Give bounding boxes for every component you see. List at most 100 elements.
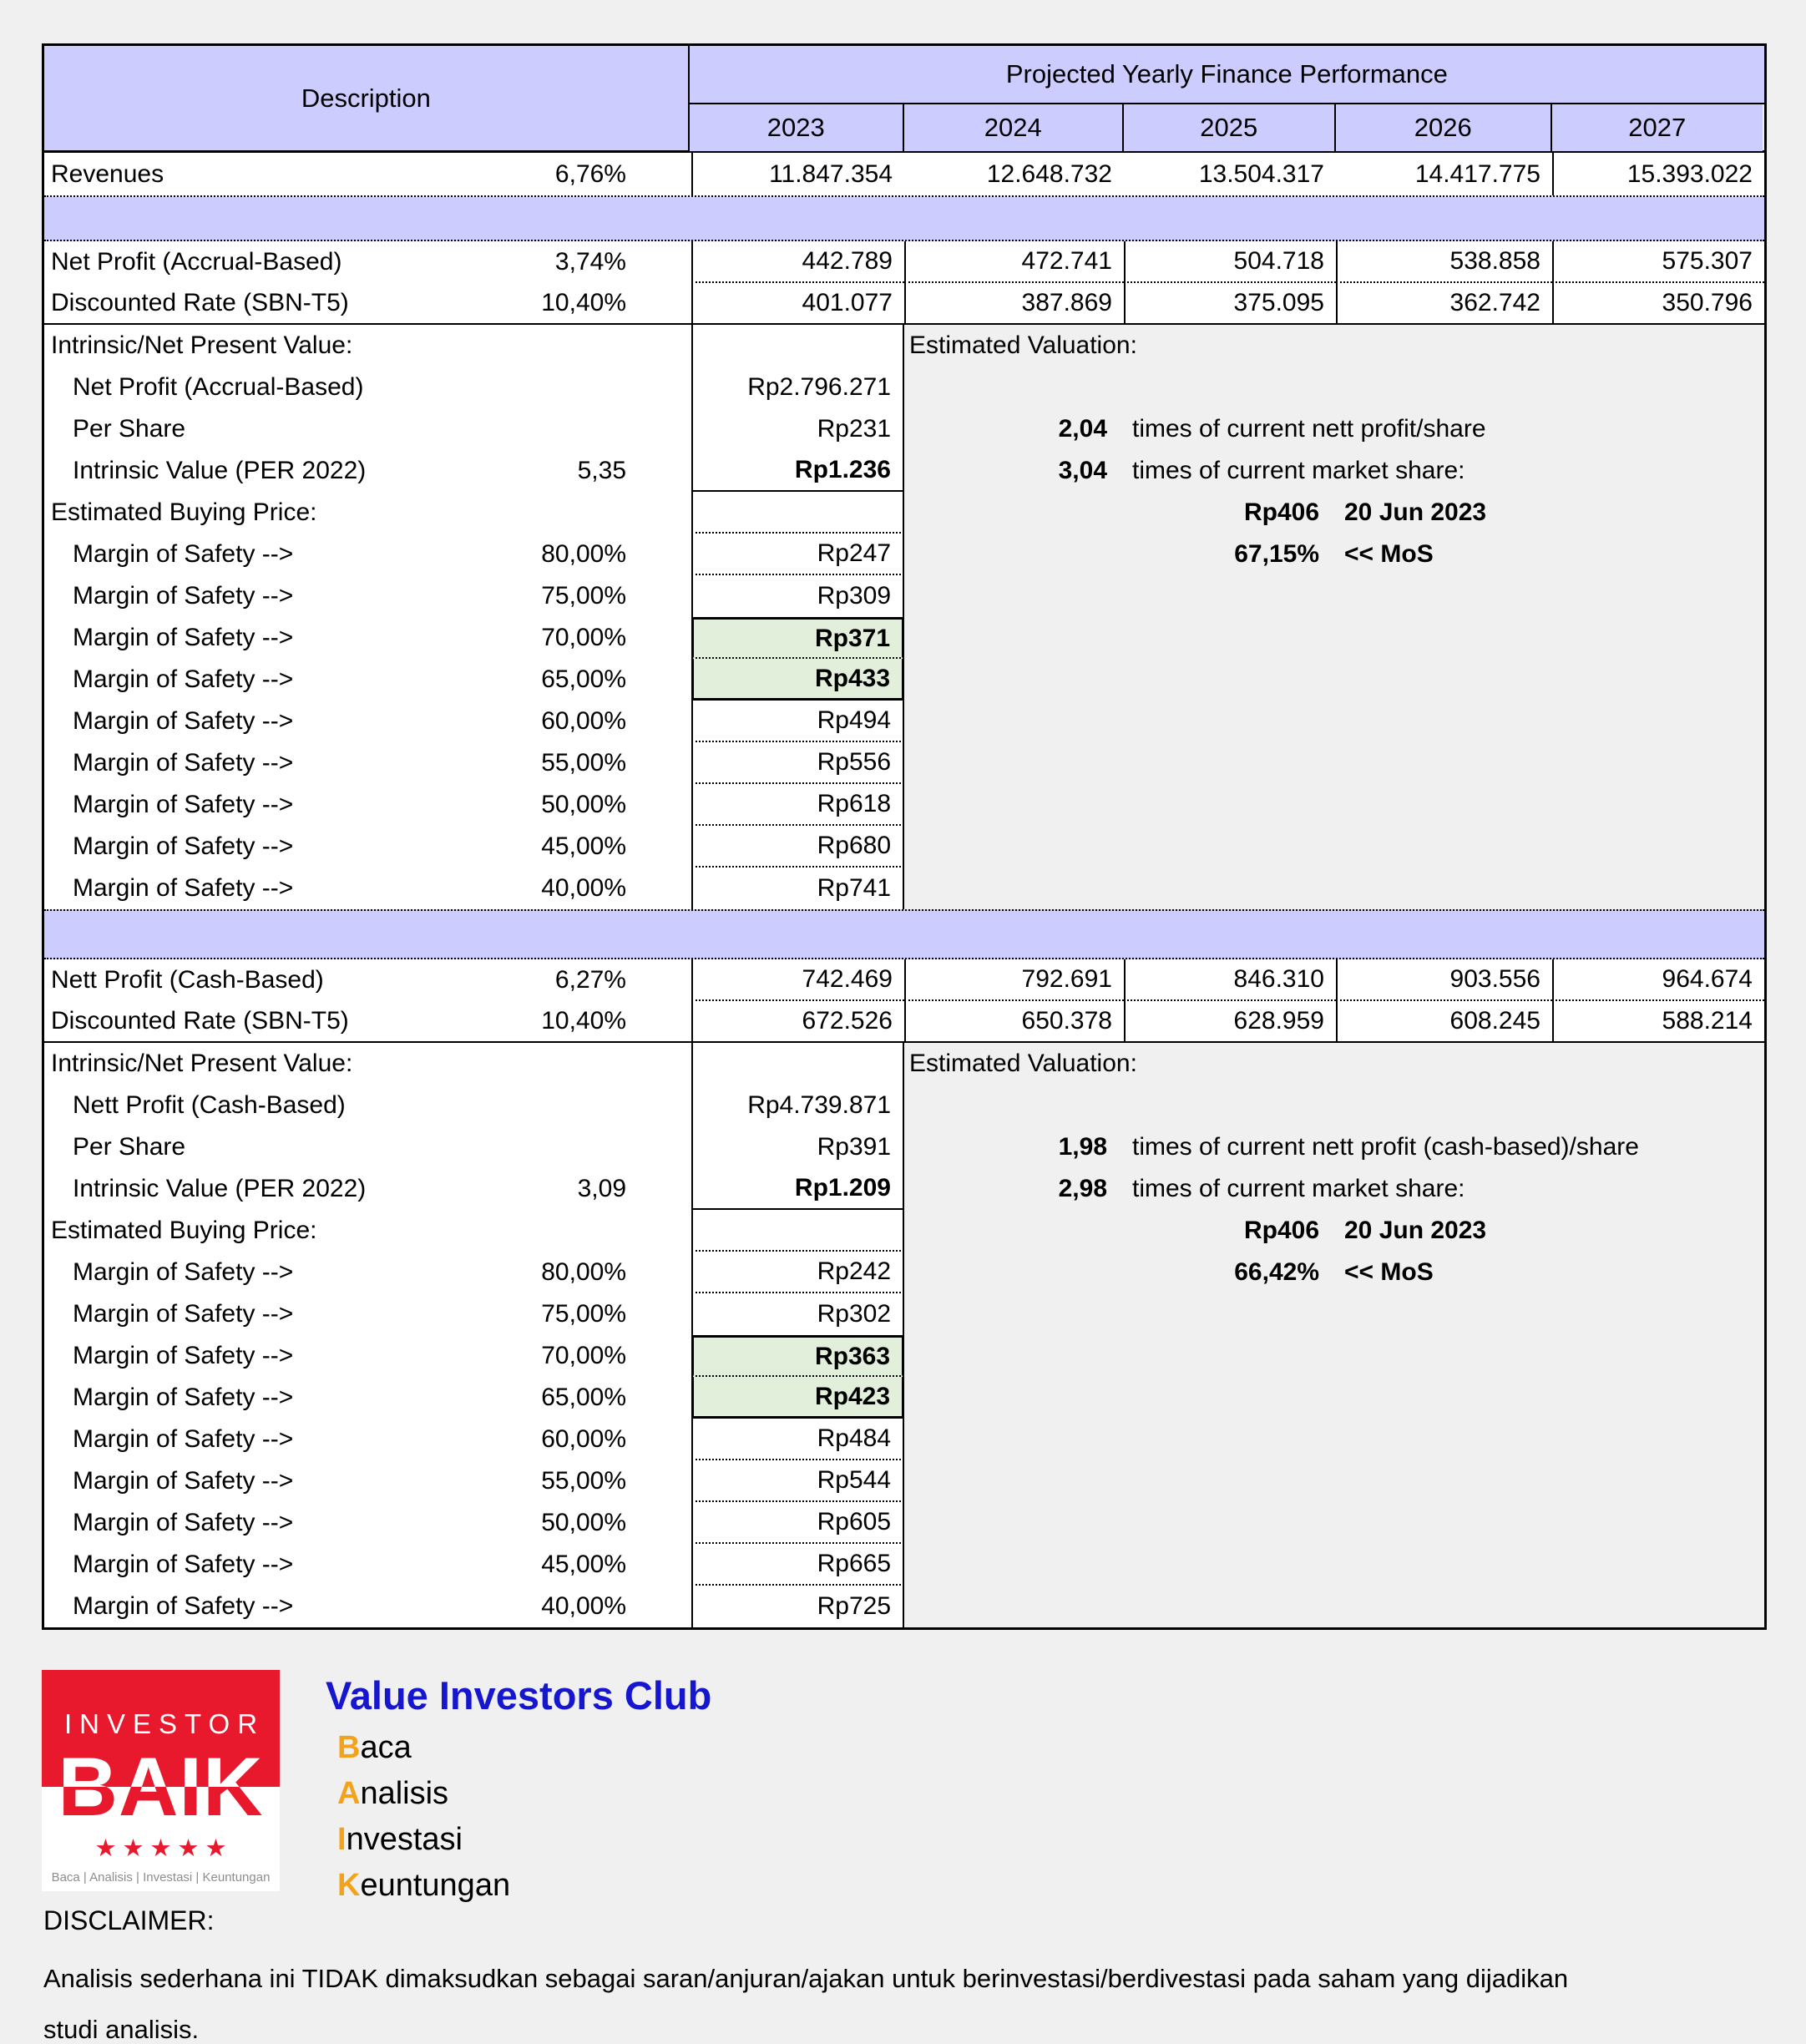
mos-value-highlighted: Rp423 <box>691 1377 904 1419</box>
npv-row: Nett Profit (Cash-Based) Rp4.739.871 <box>44 1085 1764 1126</box>
acronym-line: Keuntungan <box>326 1869 711 1902</box>
mos-pct: 65,00% <box>470 659 691 701</box>
mos-value-highlighted: Rp371 <box>691 617 904 659</box>
acronym-rest: aca <box>360 1730 412 1765</box>
discounted-2024: 650.378 <box>904 1001 1124 1041</box>
net-profit-2026: 538.858 <box>1336 241 1552 283</box>
mos-row: Margin of Safety --> 55,00% Rp544 <box>44 1460 1764 1502</box>
discounted-label: Discounted Rate (SBN-T5) <box>44 283 470 323</box>
per-share-label: Per Share <box>44 1126 470 1168</box>
net-profit-2024: 792.691 <box>904 959 1124 1001</box>
mos-label: Margin of Safety --> <box>44 1544 470 1586</box>
mos-row: Margin of Safety --> 45,00% Rp665 <box>44 1544 1764 1586</box>
mos-pct: 70,00% <box>470 617 691 659</box>
mos-row: Margin of Safety --> 55,00% Rp556 <box>44 742 1764 784</box>
finance-table: Description Projected Yearly Finance Per… <box>42 43 1767 1630</box>
net-profit-label: Nett Profit (Cash-Based) <box>44 959 470 1001</box>
disclaimer: DISCLAIMER: Analisis sederhana ini TIDAK… <box>43 1905 1630 2044</box>
per-share-value: Rp391 <box>691 1126 904 1168</box>
mos-label: Margin of Safety --> <box>44 617 470 659</box>
mos-pct: 45,00% <box>470 826 691 868</box>
mos-value: Rp247 <box>691 534 904 575</box>
description-header: Description <box>44 46 690 150</box>
npv-value: Rp4.739.871 <box>691 1085 904 1126</box>
mos-label: Margin of Safety --> <box>44 1460 470 1502</box>
per-share-row: Per Share Rp391 1,98 times of current ne… <box>44 1126 1764 1168</box>
discounted-2027: 588.214 <box>1552 1001 1764 1041</box>
npv-label: Net Profit (Accrual-Based) <box>44 367 470 408</box>
revenues-2023: 11.847.354 <box>691 153 904 195</box>
table-header: Description Projected Yearly Finance Per… <box>44 46 1764 153</box>
mos-result-pct: 66,42% <box>1234 1258 1319 1286</box>
mos-pct: 50,00% <box>470 1502 691 1544</box>
acronym-line: Investasi <box>326 1824 711 1856</box>
profit-multiple: 2,04 <box>1058 415 1107 443</box>
year-header-row: 2023 2024 2025 2026 2027 <box>689 104 1764 151</box>
net-profit-2025: 846.310 <box>1124 959 1336 1001</box>
discounted-rate-row: Discounted Rate (SBN-T5) 10,40% 672.526 … <box>44 1001 1764 1043</box>
intrinsic-value: Rp1.209 <box>691 1168 904 1210</box>
mos-value: Rp605 <box>691 1502 904 1544</box>
intrinsic-per: 3,09 <box>470 1168 691 1210</box>
mos-label: Margin of Safety --> <box>44 1335 470 1377</box>
acronym-line: Analisis <box>326 1778 711 1810</box>
discounted-label: Discounted Rate (SBN-T5) <box>44 1001 470 1041</box>
mos-pct: 55,00% <box>470 1460 691 1502</box>
mos-label: Margin of Safety --> <box>44 784 470 826</box>
revenues-row: Revenues 6,76% 11.847.354 12.648.732 13.… <box>44 153 1764 197</box>
mos-pct: 75,00% <box>470 1293 691 1335</box>
mos-tag: << MoS <box>1344 1258 1434 1286</box>
mos-tag: << MoS <box>1344 540 1434 568</box>
mos-label: Margin of Safety --> <box>44 1293 470 1335</box>
intrinsic-title-row: Intrinsic/Net Present Value: Estimated V… <box>44 1043 1764 1085</box>
mos-row: Margin of Safety --> 60,00% Rp484 <box>44 1419 1764 1460</box>
intrinsic-title: Intrinsic/Net Present Value: <box>44 325 470 367</box>
mos-label: Margin of Safety --> <box>44 701 470 742</box>
net-profit-2023: 442.789 <box>691 241 904 283</box>
net-profit-2025: 504.718 <box>1124 241 1336 283</box>
intrinsic-title: Intrinsic/Net Present Value: <box>44 1043 470 1085</box>
npv-value: Rp2.796.271 <box>691 367 904 408</box>
market-price: Rp406 <box>1243 1217 1319 1244</box>
year-header: 2023 <box>689 104 903 151</box>
mos-value-highlighted: Rp363 <box>691 1335 904 1377</box>
spacer-row <box>44 909 1764 959</box>
mos-pct: 55,00% <box>470 742 691 784</box>
ebp-title-row: Estimated Buying Price: Rp406 20 Jun 202… <box>44 1210 1764 1252</box>
brand-text: Value Investors Club Baca Analisis Inves… <box>326 1672 711 1902</box>
mos-pct: 45,00% <box>470 1544 691 1586</box>
discounted-rate: 10,40% <box>470 283 691 323</box>
discounted-2026: 362.742 <box>1336 283 1552 323</box>
mos-label: Margin of Safety --> <box>44 575 470 617</box>
acronym-rest: nvestasi <box>346 1822 463 1857</box>
per-share-value: Rp231 <box>691 408 904 450</box>
acronym-rest: euntungan <box>360 1868 511 1903</box>
valuation-title: Estimated Valuation: <box>909 1050 1137 1077</box>
intrinsic-per: 5,35 <box>470 450 691 492</box>
valuation-title: Estimated Valuation: <box>909 331 1137 359</box>
mos-value: Rp494 <box>691 701 904 742</box>
logo-red-panel <box>42 1670 280 1787</box>
intrinsic-value-label: Intrinsic Value (PER 2022) <box>44 1168 470 1210</box>
mos-label: Margin of Safety --> <box>44 1377 470 1419</box>
mos-pct: 70,00% <box>470 1335 691 1377</box>
mos-pct: 50,00% <box>470 784 691 826</box>
mos-value-highlighted: Rp433 <box>691 659 904 701</box>
discounted-2023: 672.526 <box>691 1001 904 1041</box>
acronym-initial: K <box>337 1868 361 1903</box>
mos-row: Margin of Safety --> 65,00% Rp433 <box>44 659 1764 701</box>
net-profit-accrual-row: Net Profit (Accrual-Based) 3,74% 442.789… <box>44 241 1764 283</box>
net-profit-label: Net Profit (Accrual-Based) <box>44 241 470 283</box>
disclaimer-title: DISCLAIMER: <box>43 1905 215 1935</box>
acronym-line: Baca <box>326 1732 711 1764</box>
market-multiple: 3,04 <box>1058 457 1107 484</box>
net-profit-2024: 472.741 <box>904 241 1124 283</box>
discounted-2025: 375.095 <box>1124 283 1336 323</box>
ebp-title: Estimated Buying Price: <box>44 1210 470 1252</box>
spacer-row <box>44 197 1764 241</box>
net-profit-2027: 964.674 <box>1552 959 1764 1001</box>
mos-value: Rp544 <box>691 1460 904 1502</box>
mos-pct: 65,00% <box>470 1377 691 1419</box>
mos-result-pct: 67,15% <box>1234 540 1319 568</box>
discounted-rate-row: Discounted Rate (SBN-T5) 10,40% 401.077 … <box>44 283 1764 325</box>
